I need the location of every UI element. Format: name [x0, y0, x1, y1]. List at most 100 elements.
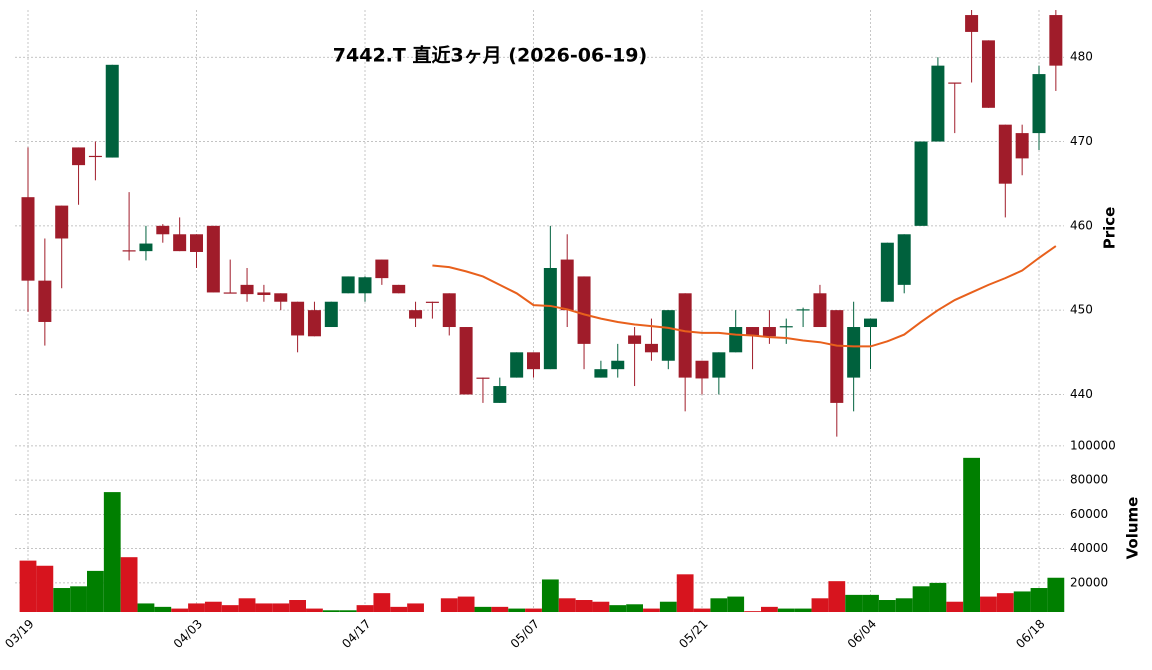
volume-bar: [980, 596, 997, 612]
candle-body: [240, 284, 254, 295]
volume-bar: [794, 608, 812, 612]
candle-body: [341, 276, 355, 294]
x-tick-label: 05/07: [508, 617, 542, 651]
candle-body: [1049, 15, 1063, 66]
candle-body: [173, 234, 187, 252]
candle-body: [257, 292, 271, 295]
candle-body: [746, 327, 760, 336]
volume-bar: [541, 579, 559, 612]
x-tick-label: 05/21: [676, 617, 710, 651]
volume-bar: [609, 605, 627, 612]
volume-bar: [19, 560, 37, 612]
y-tick-label: 480: [1070, 50, 1093, 64]
volume-bar: [811, 598, 829, 612]
volume-bar: [845, 594, 863, 612]
moving-average-line: [432, 245, 1057, 348]
candle-body: [695, 360, 709, 379]
candle-body: [594, 369, 608, 378]
volume-panel: [19, 457, 1065, 612]
volume-bar: [120, 557, 138, 612]
candle-body: [375, 259, 389, 279]
y-tick-label: 450: [1070, 303, 1093, 317]
volume-tick-label: 100000: [1070, 438, 1116, 452]
volume-bar: [929, 582, 947, 612]
volume-bar: [878, 600, 896, 612]
candle-body: [38, 280, 52, 322]
y-axis-title: Price: [1101, 207, 1119, 250]
volume-bar: [306, 608, 323, 612]
volume-bar: [53, 588, 71, 612]
volume-bar: [322, 610, 340, 612]
candle-body: [914, 141, 928, 226]
volume-bar: [996, 593, 1014, 612]
volume-bar: [373, 593, 391, 612]
candle-body: [190, 234, 203, 252]
volume-bar: [255, 603, 273, 612]
volume-bar: [407, 603, 424, 612]
volume-bar: [440, 598, 458, 612]
x-tick-label: 06/04: [845, 617, 879, 651]
candle-body: [931, 65, 945, 142]
volume-bar: [895, 598, 913, 612]
volume-bar: [457, 596, 475, 612]
volume-bar: [592, 601, 610, 612]
candle-body: [577, 276, 591, 344]
candle-body: [543, 268, 557, 370]
volume-bar: [525, 608, 542, 612]
candle-body: [493, 386, 507, 403]
y-tick-label: 440: [1070, 387, 1093, 401]
grid: [15, 10, 1064, 612]
volume-bar: [154, 606, 172, 612]
candle-body: [948, 82, 962, 84]
candle-body: [122, 250, 136, 252]
candle-body: [291, 301, 305, 336]
candle-body: [779, 326, 793, 328]
candle-body: [409, 310, 423, 319]
x-tick-label: 06/18: [1013, 617, 1047, 651]
y-tick-label: 460: [1070, 218, 1093, 232]
chart-title: 7442.T 直近3ヶ月 (2026-06-19): [333, 44, 647, 67]
candle-body: [813, 293, 827, 328]
candle-body: [560, 259, 574, 311]
volume-bar: [339, 610, 357, 612]
candle-body: [796, 309, 810, 311]
candle-body: [139, 243, 153, 252]
candle-body: [527, 352, 540, 370]
volume-bar: [171, 608, 189, 612]
volume-bar: [221, 605, 239, 612]
volume-bar: [676, 574, 694, 612]
volume-axis-title: Volume: [1124, 497, 1142, 560]
candle-body: [459, 327, 473, 395]
candle-body: [729, 327, 743, 353]
volume-bar: [87, 570, 104, 612]
x-tick-label: 04/03: [171, 617, 205, 651]
candle-body: [644, 343, 658, 353]
candle-body: [358, 277, 372, 294]
candle-body: [712, 352, 726, 378]
volume-bar: [862, 594, 879, 612]
candle-body: [425, 301, 439, 303]
volume-tick-label: 60000: [1070, 507, 1108, 521]
volume-bar: [36, 565, 54, 612]
candle-body: [392, 284, 406, 294]
candle-body: [274, 293, 288, 302]
candle-body: [611, 360, 625, 370]
candle-body: [105, 64, 119, 158]
candle-body: [1015, 133, 1029, 159]
volume-bar: [643, 608, 660, 612]
candle-body: [847, 327, 861, 378]
candle-body: [156, 225, 170, 235]
candle-body: [678, 293, 692, 378]
labels: 440 450 460 470 480 20000 40000 60000 80000 10000…: [2, 50, 1116, 651]
volume-bar: [659, 601, 677, 612]
y-tick-label: 470: [1070, 134, 1093, 148]
candle-body: [72, 147, 86, 166]
candle-body: [223, 292, 237, 294]
volume-bar: [508, 608, 526, 612]
volume-bar: [289, 600, 306, 612]
candle-body: [206, 225, 220, 293]
volume-bar: [761, 606, 778, 612]
candle-body: [965, 15, 979, 32]
volume-bar: [744, 611, 761, 612]
